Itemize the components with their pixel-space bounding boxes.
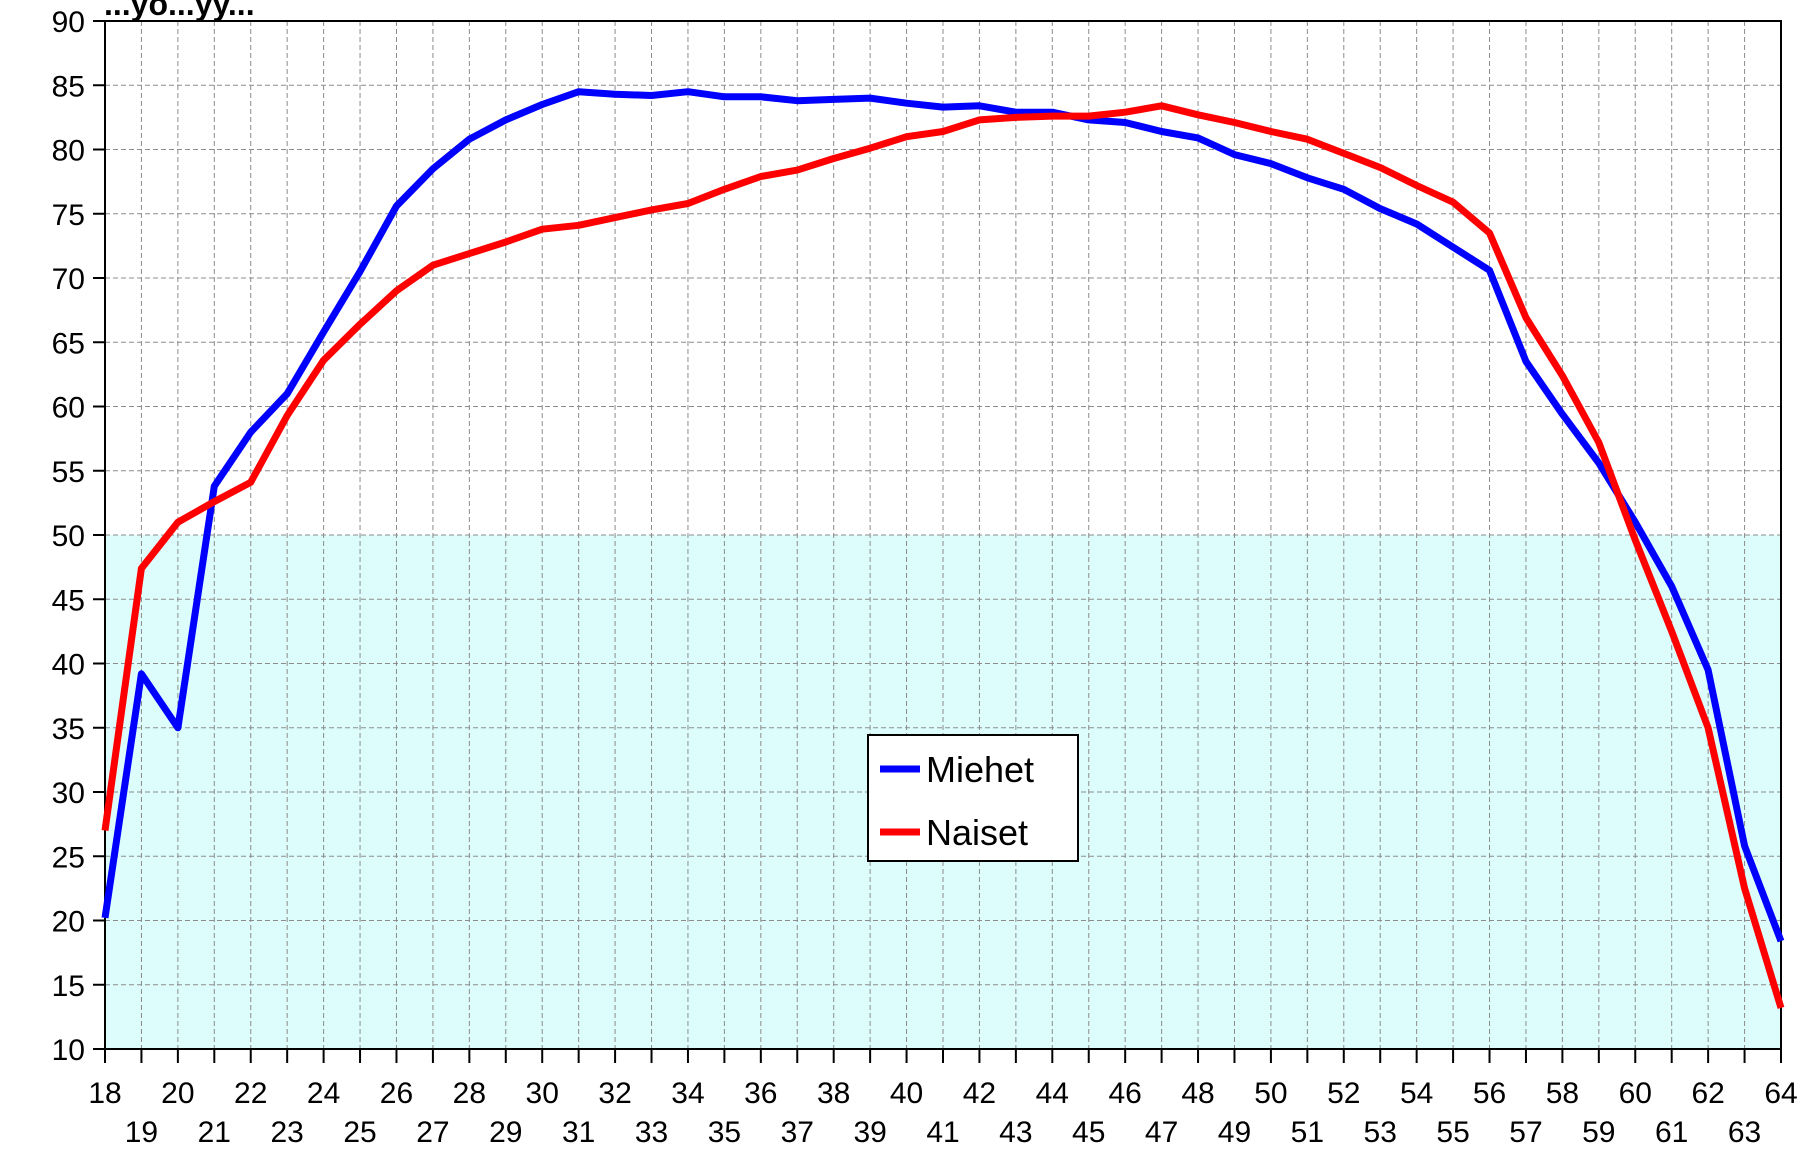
x-tick-label: 54 — [1400, 1077, 1433, 1110]
grid-lines — [104, 20, 1782, 1050]
x-tick-label: 30 — [526, 1077, 559, 1110]
y-tick-label: 70 — [52, 263, 85, 296]
x-tick-label: 59 — [1582, 1116, 1615, 1149]
x-tick-label: 46 — [1108, 1077, 1141, 1110]
x-tick-label: 64 — [1764, 1077, 1797, 1110]
x-tick-label: 23 — [270, 1116, 303, 1149]
x-tick-label: 29 — [489, 1116, 522, 1149]
y-tick-label: 15 — [52, 970, 85, 1003]
x-tick-label: 57 — [1509, 1116, 1542, 1149]
x-tick-label: 36 — [744, 1077, 777, 1110]
x-tick-label: 20 — [161, 1077, 194, 1110]
y-tick-label: 80 — [52, 135, 85, 168]
y-tick-label: 65 — [52, 327, 85, 360]
x-tick-label: 53 — [1364, 1116, 1397, 1149]
series-line-miehet — [101, 88, 1785, 943]
x-tick-label: 26 — [380, 1077, 413, 1110]
y-tick-label: 20 — [52, 906, 85, 939]
series-line-naiset — [101, 102, 1785, 1009]
y-tick-label: 35 — [52, 713, 85, 746]
x-tick-label: 34 — [671, 1077, 704, 1110]
x-tick-label: 28 — [453, 1077, 486, 1110]
y-tick-label: 25 — [52, 841, 85, 874]
x-tick-label: 32 — [598, 1077, 631, 1110]
x-tick-label: 48 — [1181, 1077, 1214, 1110]
x-tick-label: 61 — [1655, 1116, 1688, 1149]
y-tick-label: 60 — [52, 392, 85, 425]
x-tick-label: 60 — [1619, 1077, 1652, 1110]
y-tick-label: 50 — [52, 520, 85, 553]
x-tick-label: 33 — [635, 1116, 668, 1149]
x-tick-label: 42 — [963, 1077, 996, 1110]
x-tick-label: 19 — [125, 1116, 158, 1149]
legend-box — [867, 734, 1079, 862]
x-tick-label: 40 — [890, 1077, 923, 1110]
x-tick-label: 39 — [853, 1116, 886, 1149]
x-tick-label: 27 — [416, 1116, 449, 1149]
x-tick-label: 37 — [781, 1116, 814, 1149]
series-lines — [101, 88, 1785, 1009]
y-tick-label: 40 — [52, 649, 85, 682]
legend-label-miehet: Miehet — [926, 749, 1034, 790]
x-tick-label: 47 — [1145, 1116, 1178, 1149]
x-tick-label: 52 — [1327, 1077, 1360, 1110]
x-tick-label: 25 — [343, 1116, 376, 1149]
x-tick-label: 24 — [307, 1077, 340, 1110]
x-tick-label: 58 — [1546, 1077, 1579, 1110]
legend: Miehet Naiset — [867, 734, 1079, 862]
y-tick-label: 45 — [52, 584, 85, 617]
y-tick-label: 10 — [52, 1034, 85, 1067]
x-tick-label: 51 — [1291, 1116, 1324, 1149]
x-tick-label: 50 — [1254, 1077, 1287, 1110]
y-tick-label: 55 — [52, 456, 85, 489]
x-tick-label: 38 — [817, 1077, 850, 1110]
x-tick-label: 45 — [1072, 1116, 1105, 1149]
x-tick-label: 63 — [1728, 1116, 1761, 1149]
x-tick-label: 43 — [999, 1116, 1032, 1149]
x-tick-label: 21 — [198, 1116, 231, 1149]
x-tick-label: 22 — [234, 1077, 267, 1110]
x-tick-label: 62 — [1691, 1077, 1724, 1110]
y-tick-label: 30 — [52, 777, 85, 810]
x-tick-label: 35 — [708, 1116, 741, 1149]
y-tick-label: 85 — [52, 70, 85, 103]
y-tick-label: 90 — [52, 6, 85, 39]
x-tick-label: 31 — [562, 1116, 595, 1149]
legend-label-naiset: Naiset — [926, 812, 1028, 853]
x-tick-label: 44 — [1036, 1077, 1069, 1110]
chart-title: ...yö...yy... — [104, 0, 255, 22]
x-tick-label: 56 — [1473, 1077, 1506, 1110]
axes: 10 15 20 25 30 35 40 45 50 55 60 65 70 75 80 85 90 18 20 22… — [52, 6, 1798, 1149]
x-tick-label: 55 — [1436, 1116, 1469, 1149]
x-tick-label: 41 — [926, 1116, 959, 1149]
x-tick-label: 49 — [1218, 1116, 1251, 1149]
x-tick-label: 18 — [88, 1077, 121, 1110]
y-tick-label: 75 — [52, 199, 85, 232]
